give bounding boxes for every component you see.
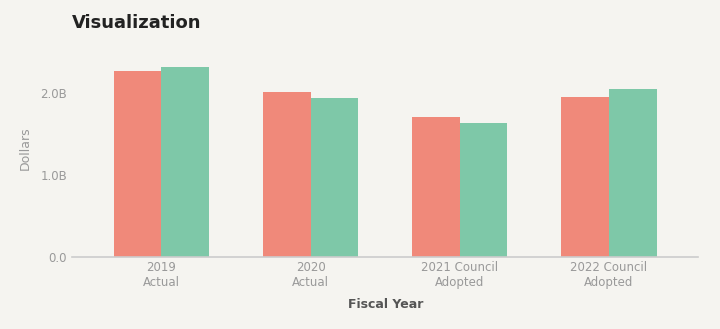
- Bar: [561, 97, 609, 257]
- Bar: [263, 92, 310, 257]
- Bar: [609, 89, 657, 257]
- X-axis label: Fiscal Year: Fiscal Year: [348, 298, 423, 311]
- Bar: [310, 98, 359, 257]
- Y-axis label: Dollars: Dollars: [19, 126, 32, 170]
- Text: Visualization: Visualization: [72, 14, 202, 32]
- Bar: [460, 123, 508, 257]
- Bar: [412, 117, 460, 257]
- Bar: [161, 66, 210, 257]
- Bar: [114, 71, 161, 257]
